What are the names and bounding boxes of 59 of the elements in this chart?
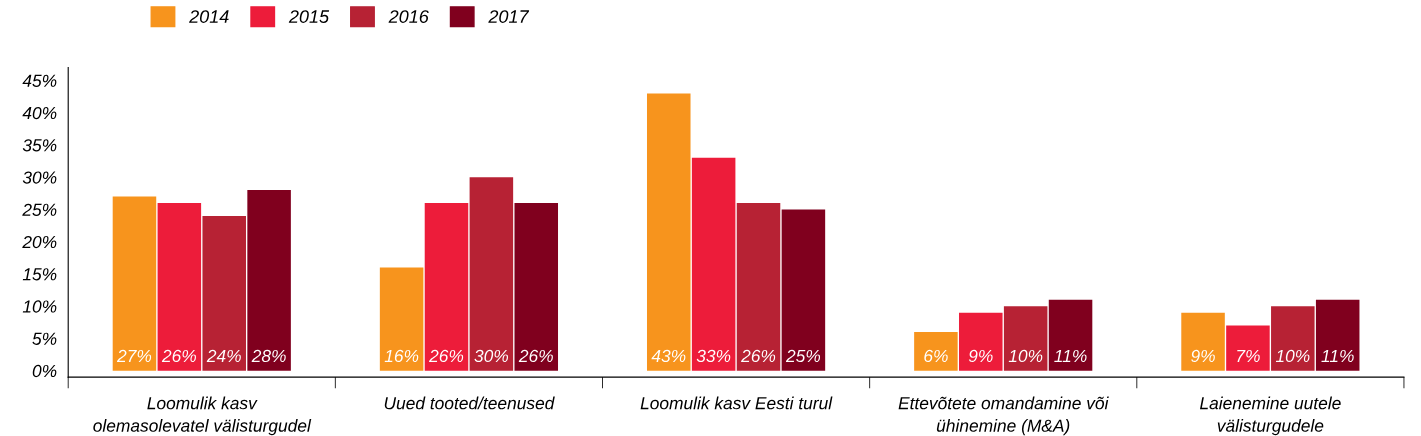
legend-label: 2015 [288,10,330,23]
y-tick-label: 10% [22,300,57,313]
x-tick-label: Ettevõtete omandamine või ühinemine (M&A) [898,396,1109,436]
y-tick-label: 15% [22,268,57,281]
y-tick-label: 35% [22,139,57,152]
x-tick-label: Laienemine uutele välisturgudele [1199,396,1341,436]
data-label: 11% [1054,349,1087,363]
legend-label: 2017 [488,10,530,23]
bar [736,203,781,371]
data-label: 7% [1237,349,1260,363]
bar [379,267,424,371]
data-label: 10% [1008,349,1043,363]
y-tick-label: 45% [22,74,57,87]
x-tick-label: Loomulik kasv Eesti turul [640,396,833,410]
data-label: 33% [696,349,731,363]
bar [1048,299,1093,371]
bar [1181,312,1225,371]
data-label: 26% [161,349,196,363]
legend-label: 2014 [189,10,229,23]
data-label: 30% [474,349,508,363]
data-label: 27% [116,349,152,363]
y-tick-label: 20% [22,235,57,249]
data-label: 24% [206,349,241,363]
bar [1003,306,1048,371]
bar [959,312,1003,371]
y-tick-label: 40% [22,106,57,120]
data-label: 43% [651,349,686,363]
bar [646,93,691,371]
data-label: 11% [1321,349,1354,363]
y-tick-label: 0% [32,364,57,378]
data-label: 25% [785,349,821,363]
data-label: 6% [924,349,948,363]
data-label: 16% [384,349,419,363]
legend-label: 2016 [388,10,429,23]
data-label: 28% [251,349,286,363]
bar [157,203,202,371]
data-label: 26% [429,349,464,363]
y-tick-label: 30% [22,171,57,184]
bar [112,196,157,371]
bar [1315,299,1360,371]
y-tick-label: 5% [32,332,57,345]
bar [781,209,826,371]
bar [1271,306,1315,371]
data-label: 9% [968,349,993,363]
data-label: 10% [1275,349,1310,363]
data-label: 9% [1191,349,1215,363]
bar [1226,325,1270,371]
bar [424,203,469,371]
bar [514,203,559,371]
bar [691,157,736,371]
bar [202,215,246,371]
y-tick-label: 25% [22,203,57,216]
data-label: 26% [518,349,553,363]
bar [469,177,514,371]
data-label: 26% [741,349,776,363]
bar [247,190,291,371]
bar [914,332,958,371]
x-tick-label: Uued tooted/teenused [384,396,555,410]
x-tick-label: Loomulik kasv olemasolevatel välisturgudel [93,396,312,436]
